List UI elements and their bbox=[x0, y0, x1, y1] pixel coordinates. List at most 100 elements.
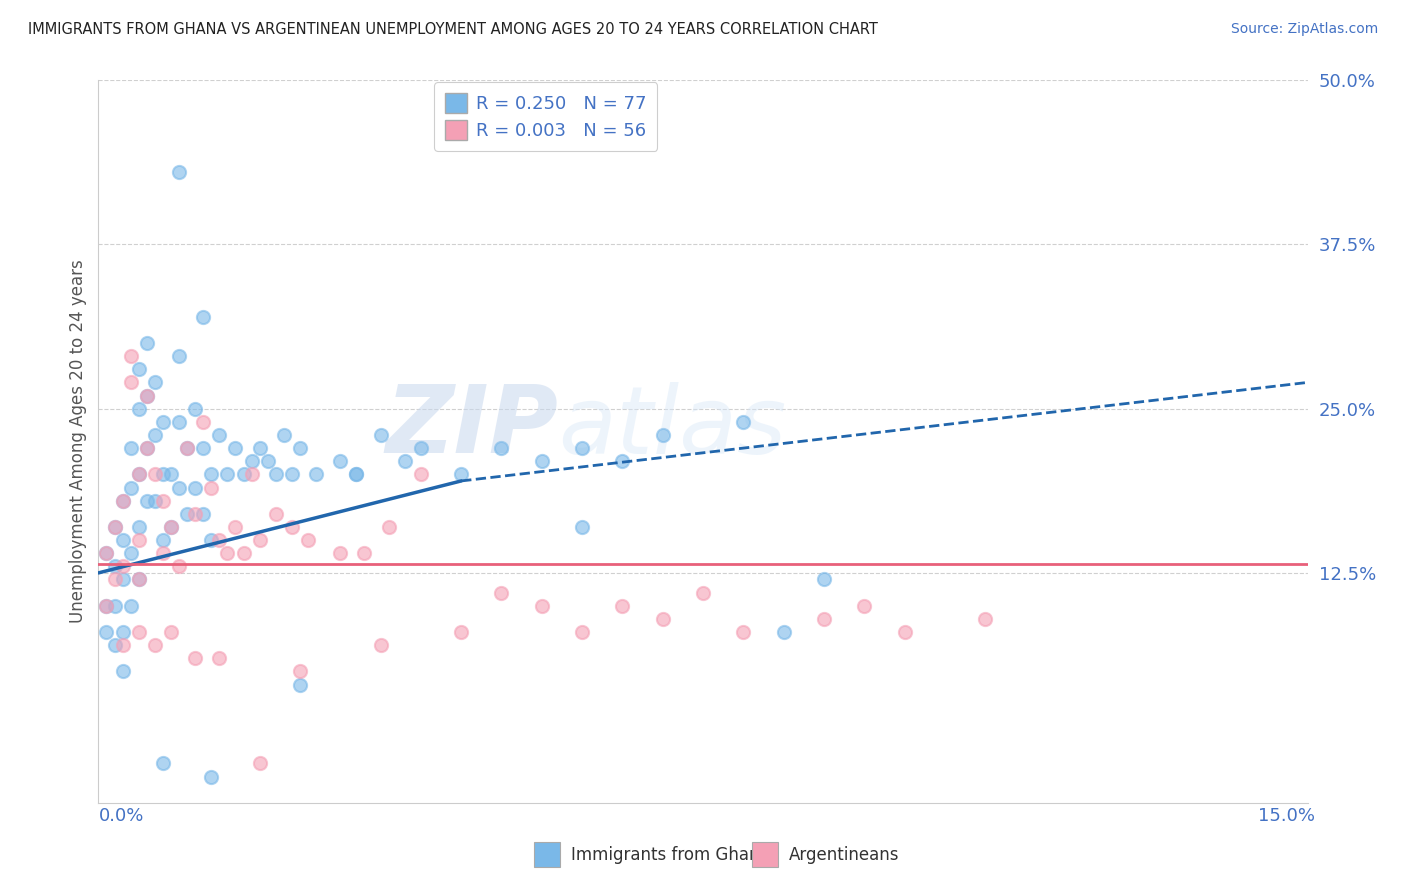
Point bbox=[232, 467, 254, 482]
Point bbox=[120, 481, 142, 495]
Point bbox=[176, 441, 198, 455]
Point bbox=[111, 559, 134, 574]
Point bbox=[450, 467, 472, 482]
Point bbox=[135, 388, 157, 402]
Point bbox=[571, 625, 593, 640]
Point bbox=[103, 520, 125, 534]
Point bbox=[135, 388, 157, 402]
Point bbox=[370, 638, 392, 652]
Point bbox=[329, 454, 352, 468]
Point bbox=[409, 467, 432, 482]
Point bbox=[176, 507, 198, 521]
Point bbox=[305, 467, 328, 482]
Point bbox=[249, 533, 271, 547]
Legend: R = 0.250   N = 77, R = 0.003   N = 56: R = 0.250 N = 77, R = 0.003 N = 56 bbox=[434, 82, 657, 151]
Point bbox=[152, 756, 174, 771]
Text: Argentineans: Argentineans bbox=[789, 846, 900, 863]
Point bbox=[200, 481, 222, 495]
Point bbox=[370, 428, 392, 442]
Point bbox=[491, 585, 513, 599]
Point bbox=[128, 467, 150, 482]
Point bbox=[167, 349, 190, 363]
Text: 0.0%: 0.0% bbox=[98, 807, 143, 825]
Point bbox=[128, 467, 150, 482]
Point bbox=[353, 546, 375, 560]
Point bbox=[143, 493, 166, 508]
Point bbox=[184, 651, 207, 665]
Point bbox=[853, 599, 876, 613]
Point bbox=[111, 533, 134, 547]
Point bbox=[208, 533, 231, 547]
Text: Immigrants from Ghana: Immigrants from Ghana bbox=[571, 846, 769, 863]
Point bbox=[200, 533, 222, 547]
Point bbox=[103, 573, 125, 587]
Point bbox=[120, 546, 142, 560]
Point bbox=[152, 533, 174, 547]
Point bbox=[103, 638, 125, 652]
Point bbox=[273, 428, 295, 442]
Point bbox=[176, 441, 198, 455]
Point bbox=[240, 454, 263, 468]
Point bbox=[96, 599, 118, 613]
Text: atlas: atlas bbox=[558, 382, 786, 473]
Y-axis label: Unemployment Among Ages 20 to 24 years: Unemployment Among Ages 20 to 24 years bbox=[69, 260, 87, 624]
Point bbox=[224, 520, 246, 534]
Point bbox=[288, 441, 311, 455]
Point bbox=[111, 493, 134, 508]
Point bbox=[160, 520, 183, 534]
Point bbox=[128, 533, 150, 547]
Point bbox=[143, 467, 166, 482]
Point bbox=[530, 599, 553, 613]
Point bbox=[813, 573, 835, 587]
Point bbox=[128, 573, 150, 587]
Point bbox=[344, 467, 367, 482]
Point bbox=[256, 454, 278, 468]
Point bbox=[281, 520, 304, 534]
Text: IMMIGRANTS FROM GHANA VS ARGENTINEAN UNEMPLOYMENT AMONG AGES 20 TO 24 YEARS CORR: IMMIGRANTS FROM GHANA VS ARGENTINEAN UNE… bbox=[28, 22, 877, 37]
Point bbox=[103, 559, 125, 574]
Point bbox=[167, 559, 190, 574]
Point bbox=[96, 625, 118, 640]
Point bbox=[152, 493, 174, 508]
Point bbox=[111, 493, 134, 508]
Point bbox=[128, 362, 150, 376]
Point bbox=[135, 493, 157, 508]
Point bbox=[120, 599, 142, 613]
Point bbox=[200, 770, 222, 784]
Point bbox=[143, 638, 166, 652]
Point bbox=[96, 546, 118, 560]
Point bbox=[184, 481, 207, 495]
Text: Source: ZipAtlas.com: Source: ZipAtlas.com bbox=[1230, 22, 1378, 37]
Point bbox=[208, 651, 231, 665]
Point bbox=[249, 756, 271, 771]
Point bbox=[96, 599, 118, 613]
Point bbox=[651, 428, 673, 442]
Point bbox=[167, 481, 190, 495]
Point bbox=[571, 441, 593, 455]
Point bbox=[152, 467, 174, 482]
Point bbox=[224, 441, 246, 455]
Point bbox=[128, 401, 150, 416]
Point bbox=[733, 415, 755, 429]
Point bbox=[232, 546, 254, 560]
Point bbox=[240, 467, 263, 482]
Point bbox=[249, 441, 271, 455]
Point bbox=[184, 507, 207, 521]
Point bbox=[120, 349, 142, 363]
Point bbox=[288, 665, 311, 679]
Point bbox=[111, 573, 134, 587]
Point bbox=[612, 454, 634, 468]
Point bbox=[135, 336, 157, 351]
Point bbox=[733, 625, 755, 640]
Point bbox=[208, 428, 231, 442]
Point bbox=[167, 165, 190, 179]
Point bbox=[152, 546, 174, 560]
Point bbox=[160, 625, 183, 640]
Point bbox=[111, 625, 134, 640]
Point bbox=[264, 507, 287, 521]
Point bbox=[184, 401, 207, 416]
Point bbox=[143, 428, 166, 442]
Text: ZIP: ZIP bbox=[385, 381, 558, 473]
Point bbox=[893, 625, 915, 640]
Point bbox=[111, 638, 134, 652]
